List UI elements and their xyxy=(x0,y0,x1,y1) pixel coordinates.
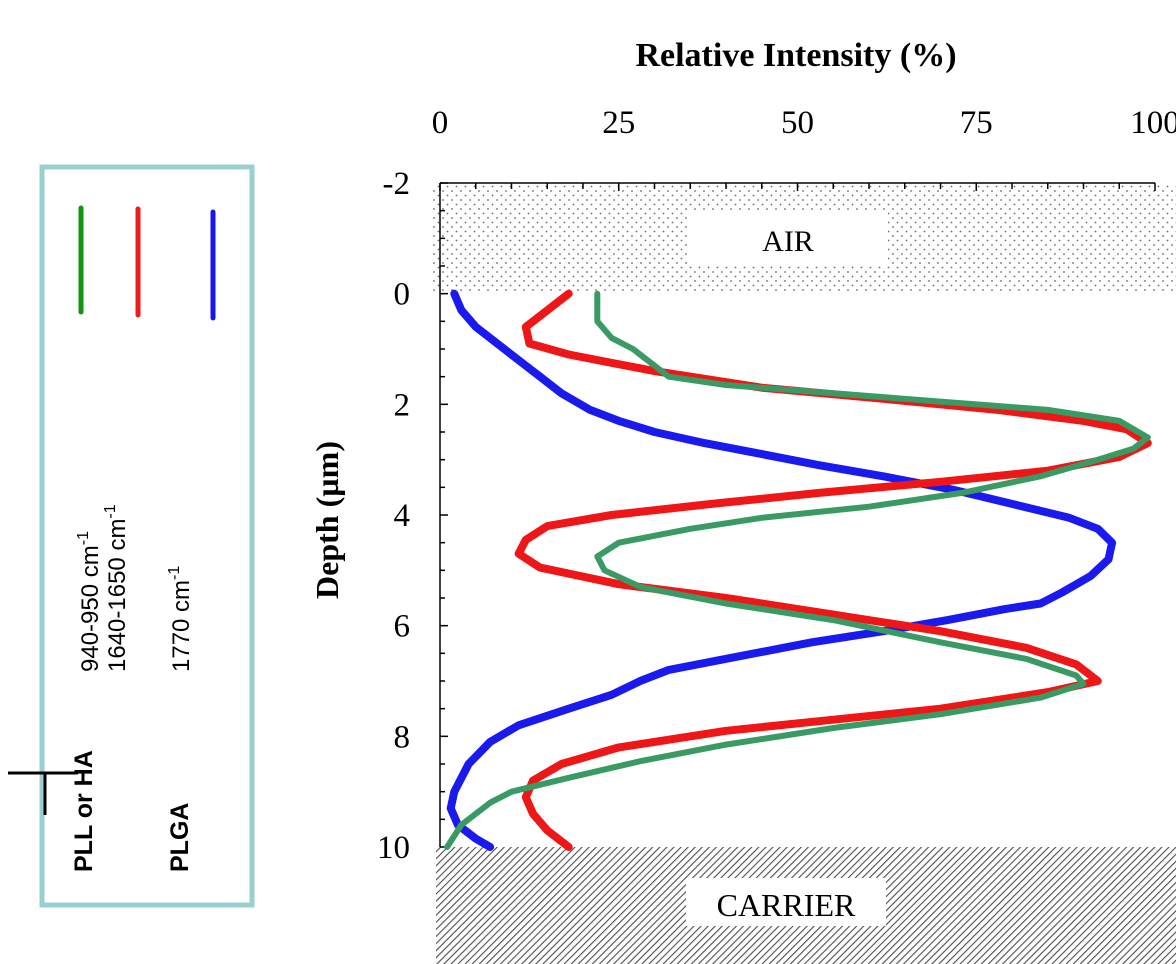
carrier-label: CARRIER xyxy=(717,887,856,923)
legend-range-2: 1640-1650 cm xyxy=(104,519,131,672)
svg-text:1640-1650 cm-1: 1640-1650 cm-1 xyxy=(102,504,131,672)
carrier-label-box xyxy=(686,878,886,926)
series-line-2 xyxy=(514,289,1152,851)
legend-group-pll-ha: PLL or HA xyxy=(70,750,98,872)
legend-entry-1: 940-950 cm-1 xyxy=(75,531,104,672)
y-tick-label: 10 xyxy=(377,830,410,866)
y-tick-label: 2 xyxy=(394,387,411,423)
legend-group-plga: PLGA xyxy=(166,803,194,872)
legend-sup-2: -1 xyxy=(102,504,119,518)
air-label: AIR xyxy=(762,225,814,258)
legend-entry-2: 1640-1650 cm-1 xyxy=(102,504,131,672)
y-tick-label: 4 xyxy=(394,498,411,534)
legend-entry-3: 1770 cm-1 xyxy=(166,566,195,672)
y-tick-label: 0 xyxy=(394,277,411,313)
svg-text:940-950 cm-1: 940-950 cm-1 xyxy=(75,531,104,672)
x-tick-label: 0 xyxy=(432,105,449,141)
y-tick-label: 8 xyxy=(394,719,411,755)
legend-sup-1: -1 xyxy=(75,531,92,545)
y-axis-title: Depth (µm) xyxy=(309,441,345,599)
x-tick-label: 25 xyxy=(602,105,635,141)
svg-text:1770 cm-1: 1770 cm-1 xyxy=(166,566,195,672)
legend-frame xyxy=(39,164,255,908)
legend-sup-3: -1 xyxy=(166,566,183,580)
x-axis-title: Relative Intensity (%) xyxy=(635,37,956,74)
series-line-3 xyxy=(444,290,1151,850)
legend-range-3: 1770 cm xyxy=(168,580,195,672)
y-tick-label: -2 xyxy=(383,166,411,202)
series-line-1 xyxy=(446,289,1117,851)
axes-layer: 0 25 50 75 100 -2 0 2 4 6 8 10 xyxy=(377,105,1176,866)
series-layer xyxy=(444,289,1152,851)
x-tick-label: 50 xyxy=(781,105,814,141)
legend-range-1: 940-950 cm xyxy=(77,545,104,672)
x-tick-label: 100 xyxy=(1130,105,1176,141)
air-label-box xyxy=(688,212,888,264)
y-tick-label: 6 xyxy=(394,609,411,645)
x-tick-label: 75 xyxy=(960,105,993,141)
